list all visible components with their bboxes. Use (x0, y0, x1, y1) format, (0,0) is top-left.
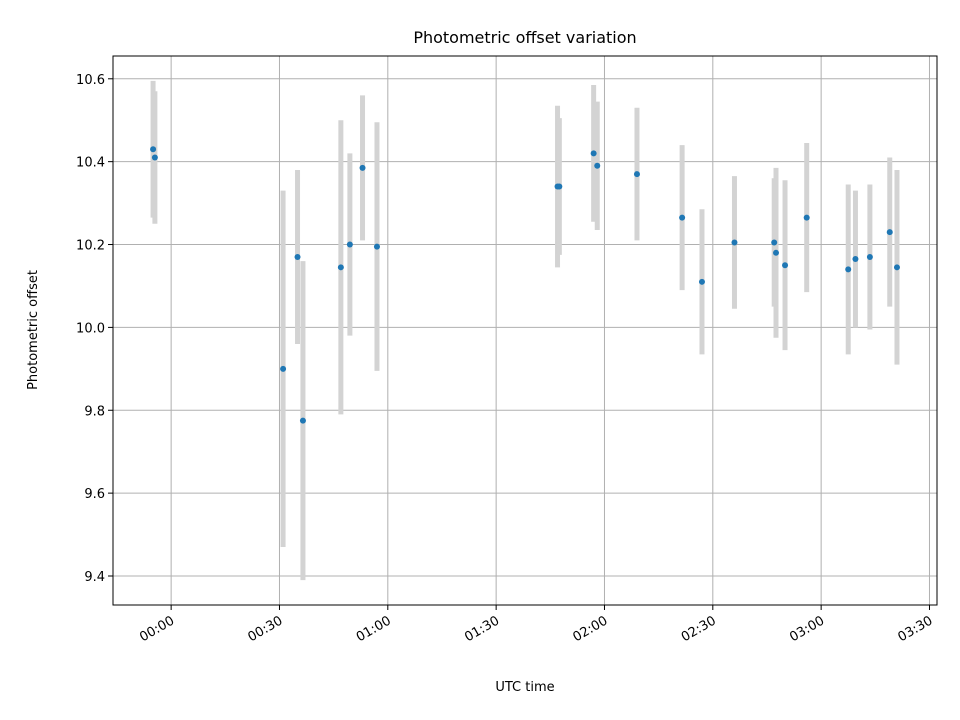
y-tick-label: 10.2 (76, 239, 105, 254)
data-point (337, 264, 344, 271)
y-axis-ticks: 9.4 9.6 9.8 10.0 10.2 10.4 10.6 (76, 73, 113, 585)
data-point (731, 239, 738, 246)
x-axis-label: UTC time (495, 680, 554, 695)
data-point (845, 266, 852, 273)
y-tick-label: 10.0 (76, 321, 105, 336)
data-point (771, 239, 778, 246)
data-point (280, 365, 287, 372)
data-point (594, 162, 601, 169)
data-point (151, 154, 158, 161)
data-point (359, 164, 366, 171)
y-tick-label: 9.4 (84, 570, 105, 585)
y-tick-label: 9.6 (84, 487, 105, 502)
plot-frame (112, 55, 938, 606)
data-point (633, 171, 640, 178)
y-axis-label: Photometric offset (26, 270, 41, 390)
data-point (150, 146, 157, 153)
data-points (150, 146, 900, 424)
data-point (590, 150, 597, 157)
grid-lines (113, 56, 937, 605)
data-point (852, 256, 859, 263)
data-point (373, 243, 380, 250)
chart-title: Photometric offset variation (413, 28, 636, 47)
data-point (294, 253, 301, 260)
data-point (679, 214, 686, 221)
y-tick-label: 9.8 (84, 404, 105, 419)
data-point (773, 249, 780, 256)
data-point (803, 214, 810, 221)
data-point (893, 264, 900, 271)
data-point (346, 241, 353, 248)
data-point (698, 278, 705, 285)
data-point (782, 262, 789, 269)
y-tick-label: 10.4 (76, 156, 105, 171)
data-point (556, 183, 563, 190)
y-tick-label: 10.6 (76, 73, 105, 88)
data-point (299, 417, 306, 424)
data-point (886, 229, 893, 236)
data-point (866, 253, 873, 260)
